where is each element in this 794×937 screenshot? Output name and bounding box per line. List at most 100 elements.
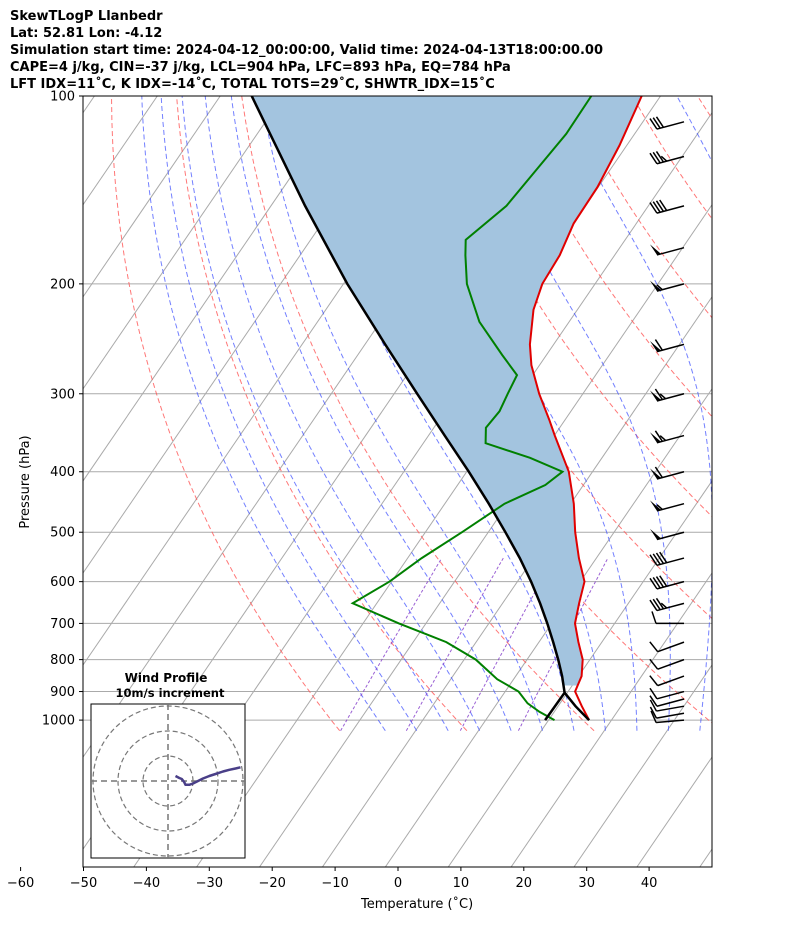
barb-feather (649, 658, 659, 670)
x-tick-label: −20 (258, 876, 285, 891)
barb-staff (656, 602, 685, 612)
barb-feather (652, 577, 661, 589)
barb-feather (649, 641, 659, 653)
barb-flag (649, 468, 662, 479)
parcel-dry-line (563, 691, 590, 721)
hodograph-inset: Wind Profile 10m/s increment (90, 671, 246, 859)
wind-barb (649, 675, 685, 687)
moist-adiabat-line (394, 96, 638, 731)
moist-adiabat-line (464, 96, 671, 731)
barb-feather (649, 152, 658, 165)
y-tick-label: 600 (50, 575, 75, 590)
dry-adiabat-line (631, 96, 712, 220)
isotherm-line (763, 96, 794, 867)
x-tick-label: 20 (516, 876, 533, 891)
wind-barb (649, 687, 685, 700)
temperature-line (528, 96, 643, 721)
hodograph-plot (91, 704, 245, 858)
wind-barb (649, 699, 685, 712)
barb-flag (649, 341, 662, 352)
moist-adiabat-line (204, 96, 481, 731)
barb-flag (649, 432, 662, 443)
chart-title: SkewTLogP Llanbedr (10, 9, 163, 24)
barb-feather (654, 339, 663, 351)
wind-barb (649, 430, 685, 444)
barb-feather (652, 201, 661, 213)
barb-feather (654, 388, 663, 400)
barb-feather (651, 611, 657, 624)
dry-adiabat-line (176, 96, 468, 732)
hodograph-subtitle: 10m/s increment (116, 686, 225, 700)
barb-staff (656, 343, 685, 353)
barb-feather (649, 699, 658, 712)
x-tick-label: −10 (321, 876, 348, 891)
barb-feather (655, 151, 665, 163)
y-tick-label: 100 (50, 90, 75, 105)
isotherm-line (510, 572, 712, 867)
barb-staff (656, 155, 685, 165)
y-tick-label: 700 (50, 617, 75, 632)
parcel-path-line (250, 96, 566, 721)
x-tick-label: −50 (70, 876, 97, 891)
dry-adiabat-line (566, 96, 712, 319)
cape-fill-layer (251, 96, 642, 686)
wind-barb (651, 611, 684, 625)
moist-adiabat-line (296, 96, 575, 731)
barb-feather (652, 151, 661, 164)
location-line: Lat: 52.81 Lon: -4.12 (10, 26, 163, 41)
wind-barb (649, 151, 685, 165)
x-tick-label: −40 (133, 876, 160, 891)
barb-staff (656, 205, 685, 214)
hodograph-title: Wind Profile (125, 671, 208, 685)
y-tick-label: 1000 (42, 714, 75, 729)
cape-line: CAPE=4 j/kg, CIN=-37 j/kg, LCL=904 hPa, … (10, 60, 511, 75)
barb-feather (649, 554, 658, 566)
barb-feather (652, 117, 661, 129)
indices-line: LFT IDX=11˚C, K IDX=-14˚C, TOTAL TOTS=29… (10, 77, 495, 92)
wind-barb (649, 244, 685, 256)
wind-barb (649, 199, 685, 214)
isotherm-line (83, 96, 347, 482)
x-tick-label: 40 (641, 876, 658, 891)
barb-feather (659, 199, 668, 211)
isotherm-line (573, 664, 712, 867)
barb-staff (656, 246, 685, 256)
barb-staff (656, 719, 685, 724)
barb-half-feather (656, 284, 663, 291)
isotherm-line (83, 96, 95, 114)
barb-flag (649, 244, 662, 255)
barb-staff (656, 393, 685, 402)
isotherm-line (384, 388, 712, 867)
moist-adiabat-line (181, 96, 449, 731)
barb-feather (655, 597, 665, 610)
isotherm-line (83, 96, 284, 390)
barb-feather (649, 118, 658, 130)
isotherm-line (196, 111, 712, 867)
chart-header: SkewTLogP Llanbedr Lat: 52.81 Lon: -4.12… (10, 8, 780, 93)
dry-adiabat-line (241, 96, 595, 732)
barb-feather (649, 599, 658, 611)
barb-staff (656, 502, 685, 512)
barb-half-feather (656, 504, 663, 511)
barb-feather (649, 687, 658, 700)
x-tick-label: 0 (394, 876, 402, 891)
isotherm-line (699, 848, 712, 867)
barb-feather (649, 706, 658, 719)
moist-adiabat-line (230, 96, 512, 731)
barb-staff (656, 471, 685, 480)
x-axis-label: Temperature (˚C) (360, 896, 473, 912)
barb-flag (649, 528, 662, 540)
wind-barb (649, 658, 685, 670)
barb-feather (649, 577, 658, 590)
barb-staff (657, 641, 685, 653)
barb-staff (657, 675, 685, 687)
barb-flag (649, 280, 662, 292)
dry-adiabat-line (763, 96, 794, 731)
y-tick-label: 400 (50, 465, 75, 480)
barb-staff (656, 531, 685, 541)
x-tick-label: 30 (578, 876, 595, 891)
wind-barb (649, 706, 685, 719)
barb-feather (659, 575, 668, 587)
wind-barb (650, 710, 685, 724)
